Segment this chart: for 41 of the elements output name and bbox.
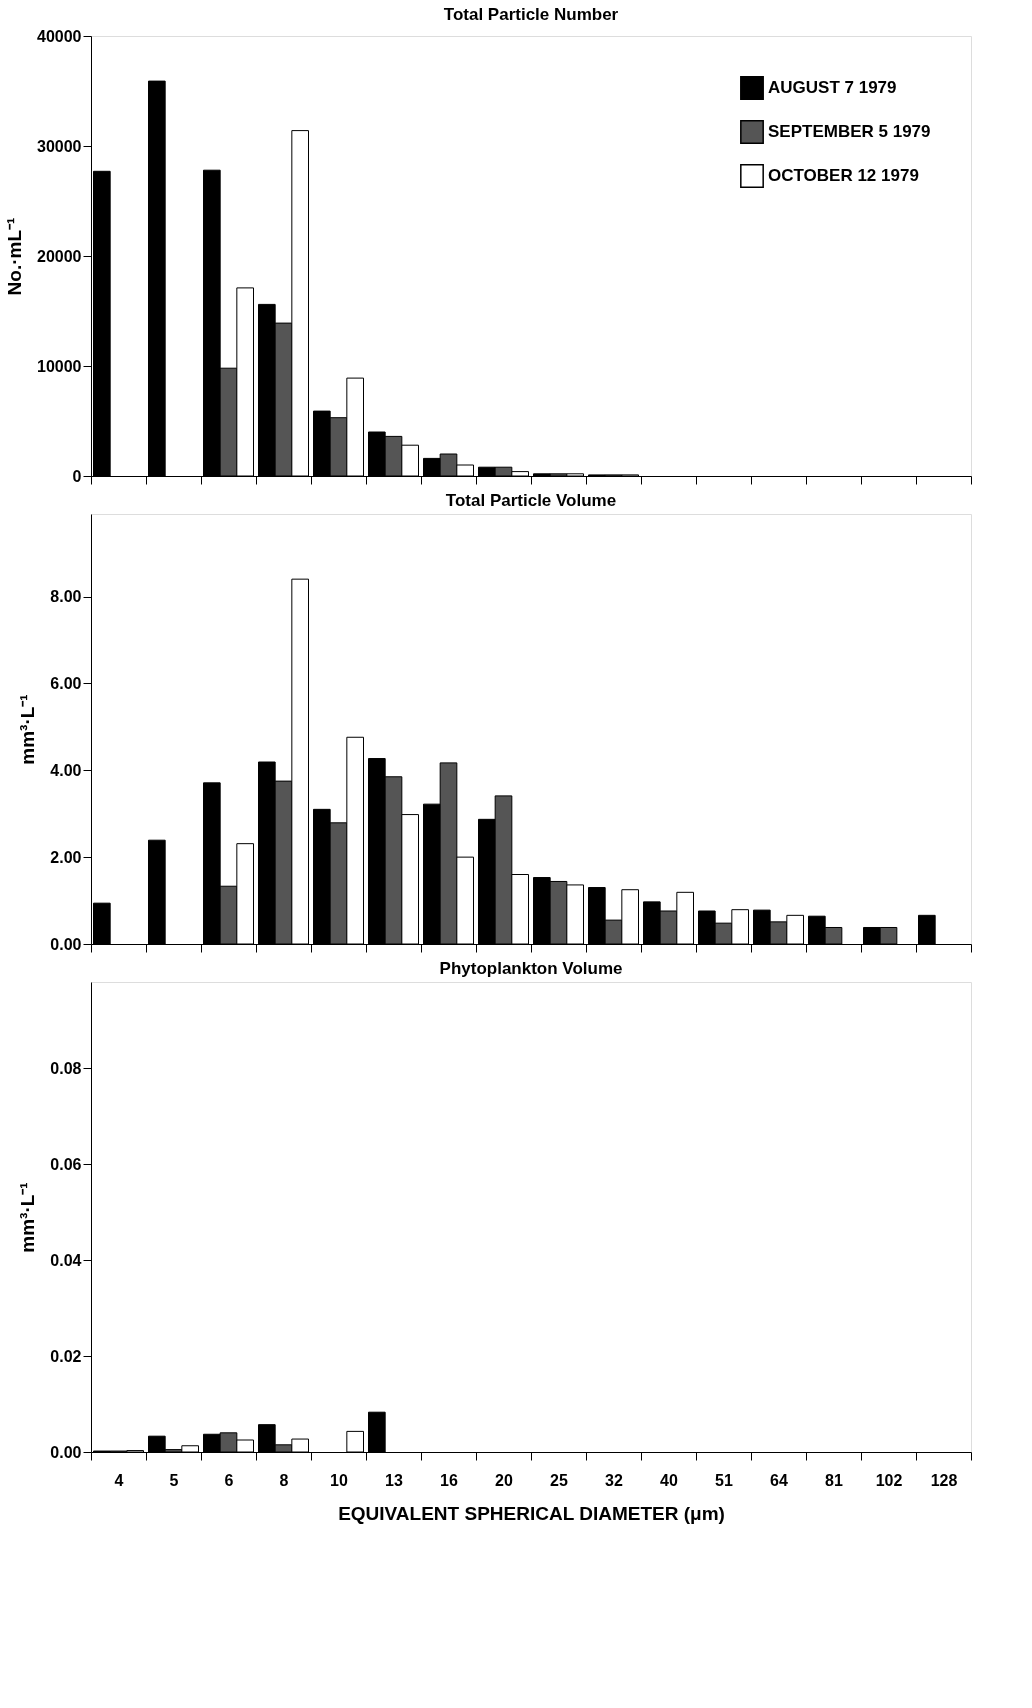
chart-title: Total Particle Volume xyxy=(445,491,617,510)
y-axis-title: mm³·L⁻¹ xyxy=(17,694,39,765)
y-axis-title: mm³·L⁻¹ xyxy=(17,1182,39,1253)
y-tick-label: 0.00 xyxy=(50,1443,82,1461)
x-tick-label: 16 xyxy=(440,1471,458,1489)
legend-label: SEPTEMBER 5 1979 xyxy=(768,122,931,141)
x-tick-label: 64 xyxy=(770,1471,788,1489)
x-tick-label: 51 xyxy=(715,1471,733,1489)
x-tick-label: 81 xyxy=(825,1471,843,1489)
y-tick-label: 0.04 xyxy=(50,1251,82,1269)
x-tick-label: 128 xyxy=(930,1471,958,1489)
y-tick-label: 6.00 xyxy=(50,674,82,692)
x-tick-label: 25 xyxy=(550,1471,568,1489)
y-tick-label: 0 xyxy=(72,467,82,485)
x-tick-label: 4 xyxy=(114,1471,124,1489)
x-tick-label: 5 xyxy=(169,1471,179,1489)
x-tick-label: 6 xyxy=(224,1471,234,1489)
y-tick-label: 8.00 xyxy=(50,588,82,606)
chart-title: Total Particle Number xyxy=(443,5,619,24)
x-tick-label: 13 xyxy=(385,1471,403,1489)
x-tick-label: 20 xyxy=(495,1471,513,1489)
chart-title: Phytoplankton Volume xyxy=(439,959,623,978)
y-tick-label: 0.00 xyxy=(50,935,82,953)
x-tick-label: 8 xyxy=(279,1471,289,1489)
x-tick-label: 32 xyxy=(605,1471,623,1489)
x-tick-label: 40 xyxy=(660,1471,678,1489)
x-axis-title: EQUIVALENT SPHERICAL DIAMETER (μm) xyxy=(338,1502,725,1524)
y-tick-label: 30000 xyxy=(37,137,82,155)
y-tick-label: 2.00 xyxy=(50,848,82,866)
y-tick-label: 4.00 xyxy=(50,761,82,779)
legend-label: OCTOBER 12 1979 xyxy=(768,166,919,185)
y-tick-label: 0.02 xyxy=(50,1347,82,1365)
y-axis-title: No.·mL⁻¹ xyxy=(4,217,26,296)
x-tick-label: 10 xyxy=(330,1471,348,1489)
y-tick-label: 0.08 xyxy=(50,1059,82,1077)
y-tick-label: 40000 xyxy=(37,27,82,45)
y-tick-label: 20000 xyxy=(37,247,82,265)
y-tick-label: 10000 xyxy=(37,357,82,375)
x-tick-label: 102 xyxy=(875,1471,903,1489)
y-tick-label: 0.06 xyxy=(50,1155,82,1173)
legend-label: AUGUST 7 1979 xyxy=(768,78,897,97)
